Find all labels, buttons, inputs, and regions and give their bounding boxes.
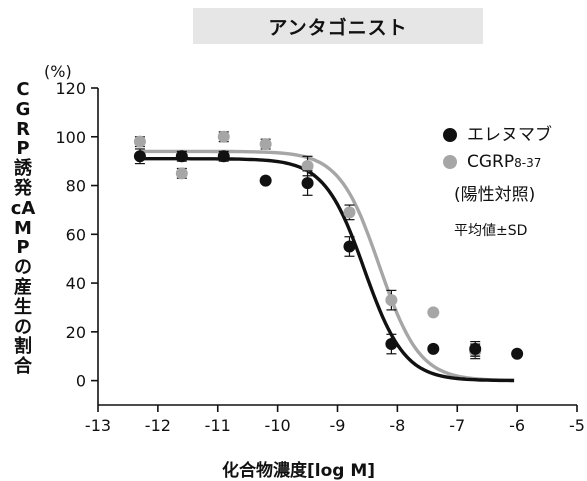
chart-title-box: アンタゴニスト — [193, 8, 483, 44]
x-tick-label: -9 — [330, 416, 346, 435]
x-tick-label: -10 — [265, 416, 291, 435]
legend-label-cgrp-sub: 8-37 — [514, 156, 542, 170]
data-point-series-2 — [427, 306, 440, 319]
fit-curve-series-2 — [139, 149, 515, 382]
y-tick-label: 60 — [66, 225, 86, 244]
data-point-series-1 — [259, 174, 272, 187]
data-point-series-1 — [511, 347, 524, 360]
data-point-series-1 — [469, 342, 482, 355]
x-tick-label: -5 — [569, 416, 585, 435]
data-point-series-2 — [175, 167, 188, 180]
data-point-series-1 — [217, 150, 230, 163]
y-tick-label: 20 — [66, 323, 86, 342]
y-tick-label: 80 — [66, 177, 86, 196]
x-tick-label: -11 — [205, 416, 231, 435]
y-axis-label: CGRP誘発cAMPの産生の割合 — [10, 79, 36, 378]
data-point-series-2 — [385, 294, 398, 307]
legend-positive-control-note: (陽性対照) — [454, 185, 536, 205]
x-tick-label: -13 — [85, 416, 111, 435]
y-tick-label: 100 — [55, 128, 86, 147]
data-point-series-1 — [301, 177, 314, 190]
data-point-series-1 — [385, 338, 398, 351]
data-point-series-1 — [175, 150, 188, 163]
y-tick-label: 40 — [66, 274, 86, 293]
legend-item-elenumab: エレヌマブ — [443, 120, 552, 145]
x-tick-label: -6 — [509, 416, 525, 435]
x-tick-label: -8 — [389, 416, 405, 435]
y-unit-label: (%) — [44, 62, 72, 81]
data-point-series-2 — [343, 206, 356, 219]
legend-marker-gray — [443, 155, 457, 169]
data-point-series-1 — [133, 150, 146, 163]
y-tick-label: 120 — [55, 79, 86, 98]
legend-sd-note: 平均値±SD — [454, 223, 528, 239]
data-point-series-2 — [259, 138, 272, 151]
chart-title: アンタゴニスト — [268, 16, 408, 39]
legend-label-elenumab: エレヌマブ — [467, 125, 552, 145]
data-point-series-1 — [343, 240, 356, 253]
legend-label-cgrp: CGRP — [467, 152, 515, 172]
x-tick-label: -7 — [449, 416, 465, 435]
x-axis-label: 化合物濃度[log M] — [222, 461, 376, 481]
fit-curve-series-1 — [139, 156, 515, 383]
data-point-series-1 — [427, 342, 440, 355]
data-point-series-2 — [301, 160, 314, 173]
legend-marker-black — [443, 128, 457, 142]
legend-item-cgrp: CGRP8-37 — [443, 152, 541, 172]
data-point-series-2 — [217, 130, 230, 143]
y-tick-label: 0 — [76, 372, 86, 391]
x-tick-label: -12 — [145, 416, 171, 435]
data-point-series-2 — [133, 135, 146, 148]
